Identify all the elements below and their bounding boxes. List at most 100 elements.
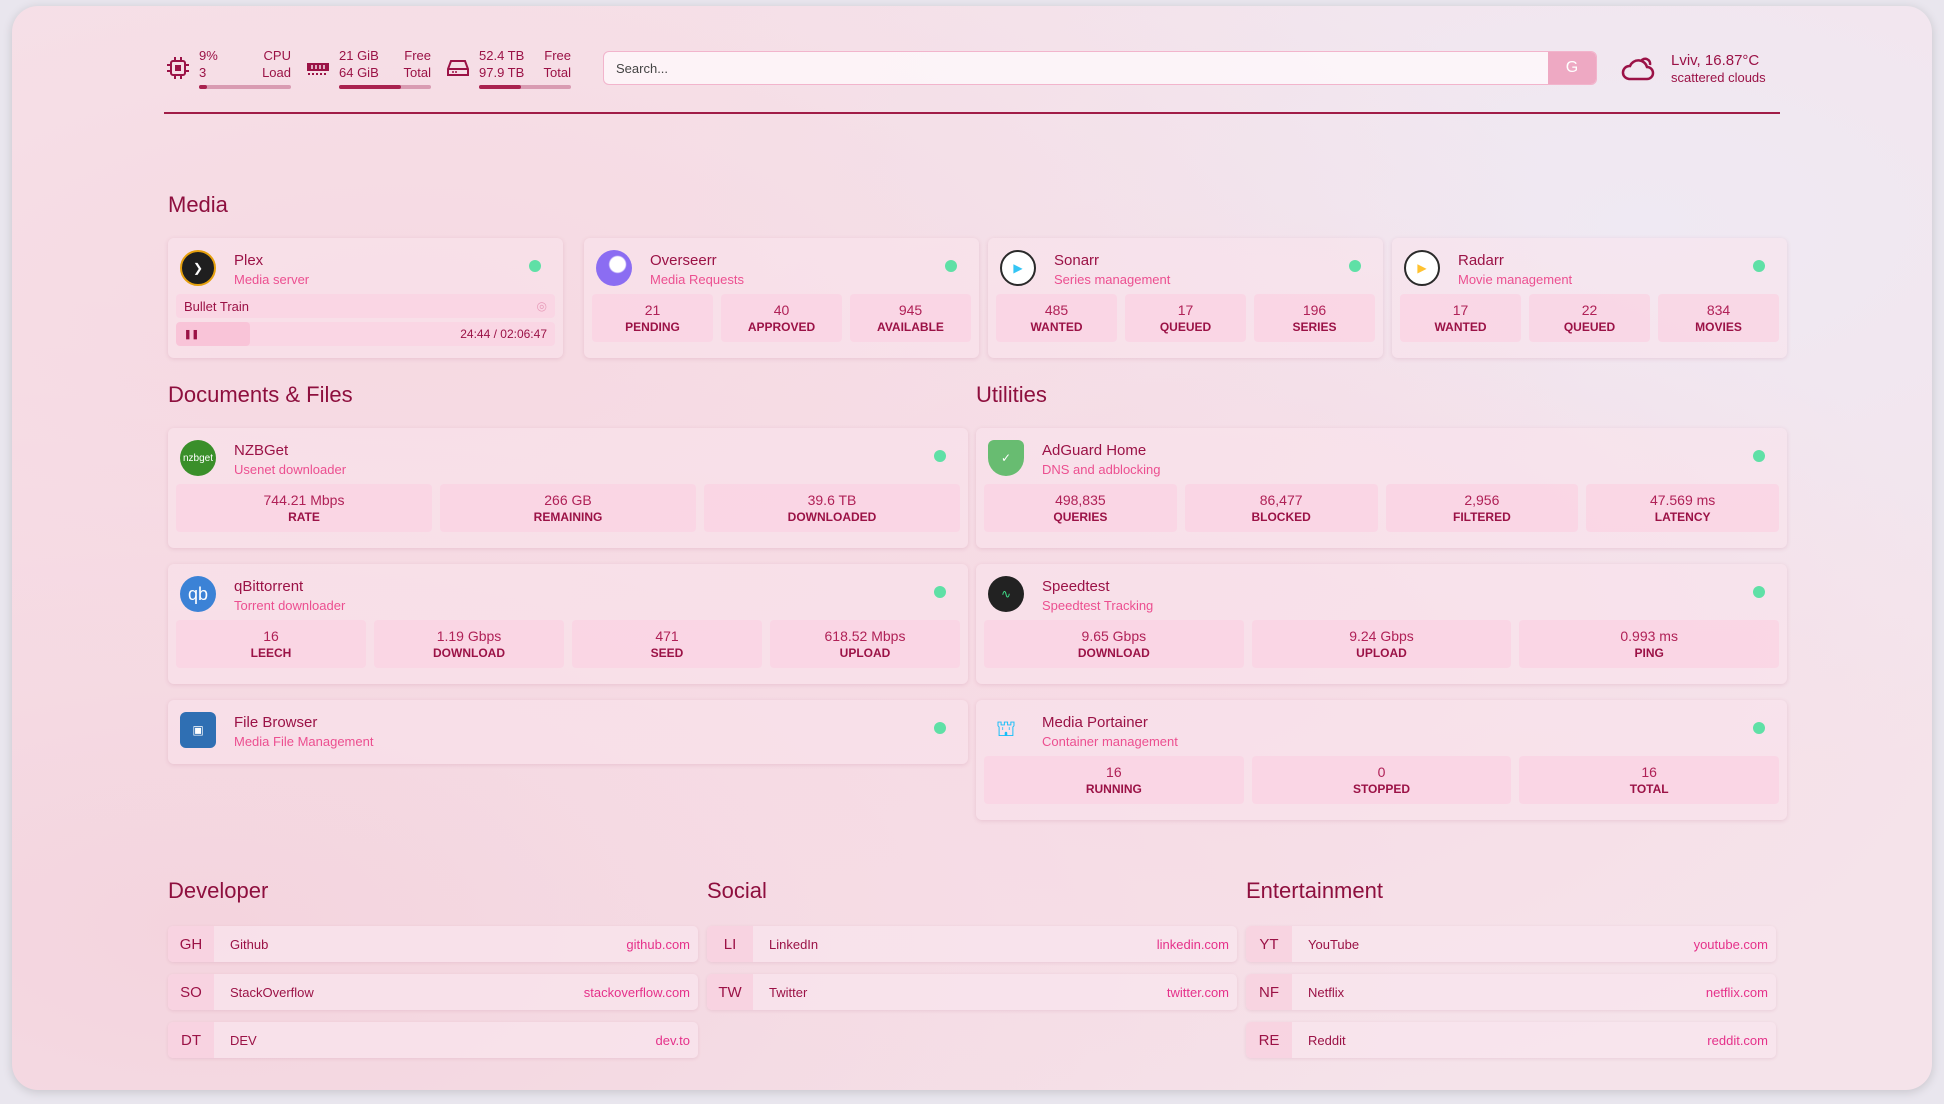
service-name[interactable]: Media Portainer (1042, 714, 1148, 731)
service-card-plex[interactable]: ❯ Plex Media server Bullet Train ◎ ❚❚ 24:44 / … (168, 238, 563, 358)
card-header: ❯ Plex Media server (168, 238, 563, 294)
service-name[interactable]: File Browser (234, 714, 318, 731)
service-name[interactable]: qBittorrent (234, 578, 304, 595)
bookmark-youtube[interactable]: YT YouTube youtube.com (1246, 926, 1776, 962)
section-title-social: Social (707, 878, 767, 903)
bookmark-abbr: LI (707, 926, 753, 962)
bookmark-reddit[interactable]: RE Reddit reddit.com (1246, 1022, 1776, 1058)
bookmark-twitter[interactable]: TW Twitter twitter.com (707, 974, 1237, 1010)
bookmark-url[interactable]: stackoverflow.com (583, 984, 690, 1000)
plex-icon: ❯ (180, 250, 216, 286)
service-card-sonarr[interactable]: ▶ Sonarr Series management 485 WANTED 17 QUEUE… (988, 238, 1383, 358)
bookmark-name: Netflix (1308, 984, 1345, 1000)
stat-label: FILTERED (1452, 510, 1511, 524)
stat-stopped: 0 STOPPED (1251, 756, 1512, 804)
service-card-qbittorrent[interactable]: qb qBittorrent Torrent downloader 16 LEECH 1.… (168, 564, 968, 684)
card-header: ▶ Radarr Movie management (1392, 238, 1787, 294)
bookmark-abbr: NF (1246, 974, 1292, 1010)
bookmark-name: DEV (230, 1032, 257, 1048)
cpu-widget: 9% CPU 3 Load (167, 47, 291, 89)
stat-wanted: 485 WANTED (996, 294, 1117, 342)
stat-movies: 834 MOVIES (1658, 294, 1779, 342)
stat-series: 196 SERIES (1254, 294, 1375, 342)
stat-value: 2,956 (1464, 492, 1500, 508)
bookmark-url[interactable]: linkedin.com (1156, 936, 1229, 952)
service-name[interactable]: Plex (234, 252, 264, 269)
service-card-file-browser[interactable]: ▣ File Browser Media File Management (168, 700, 968, 764)
service-name[interactable]: Overseerr (650, 252, 717, 269)
bookmark-dev[interactable]: DT DEV dev.to (168, 1022, 698, 1058)
service-name[interactable]: AdGuard Home (1042, 442, 1147, 459)
bookmark-linkedin[interactable]: LI LinkedIn linkedin.com (707, 926, 1237, 962)
cpu-bar (199, 85, 291, 89)
service-name[interactable]: Speedtest (1042, 578, 1110, 595)
stat-label: DOWNLOAD (433, 646, 505, 660)
stat-label: LEECH (250, 646, 292, 660)
bookmark-name: Twitter (769, 984, 808, 1000)
bookmark-abbr: RE (1246, 1022, 1292, 1058)
stat-label: RUNNING (1085, 782, 1142, 796)
service-name[interactable]: NZBGet (234, 442, 289, 459)
bookmark-url[interactable]: youtube.com (1693, 936, 1768, 952)
header-divider (164, 112, 1780, 114)
stat-label: REMAINING (533, 510, 603, 524)
stat-value: 21 (644, 302, 661, 318)
media-info-icon[interactable]: ◎ (536, 299, 547, 313)
bookmark-url[interactable]: dev.to (655, 1032, 690, 1048)
memory-label2: Total (403, 65, 431, 80)
disk-widget: 52.4 TB Free 97.9 TB Total (447, 47, 571, 89)
bookmark-netflix[interactable]: NF Netflix netflix.com (1246, 974, 1776, 1010)
service-card-nzbget[interactable]: nzbget NZBGet Usenet downloader 744.21 Mbps… (168, 428, 968, 548)
stat-queued: 17 QUEUED (1125, 294, 1246, 342)
bookmark-abbr: DT (168, 1022, 214, 1058)
service-card-radarr[interactable]: ▶ Radarr Movie management 17 WANTED 22 QUEUED 8… (1392, 238, 1787, 358)
service-name[interactable]: Radarr (1458, 252, 1504, 269)
stat-label: DOWNLOAD (1077, 646, 1150, 660)
search-input[interactable] (604, 52, 1548, 84)
stat-label: AVAILABLE (877, 320, 944, 334)
service-card-overseerr[interactable]: Overseerr Media Requests 21 PENDING 40 APPROV… (584, 238, 979, 358)
bookmark-url[interactable]: github.com (626, 936, 690, 952)
bookmark-stackoverflow[interactable]: SO StackOverflow stackoverflow.com (168, 974, 698, 1010)
pause-button[interactable]: ❚❚ (184, 328, 200, 339)
service-description: Media File Management (234, 734, 374, 749)
service-card-speedtest[interactable]: ∿ Speedtest Speedtest Tracking 9.65 Gbps DOW… (976, 564, 1787, 684)
weather-widget: Lviv, 16.87°C scattered clouds (1621, 51, 1766, 85)
stat-label: LATENCY (1654, 510, 1711, 524)
stat-label: MOVIES (1695, 320, 1742, 334)
stat-remaining: 266 GB REMAINING (440, 484, 696, 532)
bookmark-github[interactable]: GH Github github.com (168, 926, 698, 962)
portainer-icon: ⛫ (995, 715, 1017, 741)
disk-label: Free (544, 48, 571, 63)
status-indicator (1753, 260, 1765, 272)
disk-icon (447, 60, 469, 76)
qbittorrent-icon: qb (180, 576, 216, 612)
cpu-value: 9% (199, 48, 218, 63)
bookmark-url[interactable]: twitter.com (1166, 984, 1229, 1000)
status-indicator (1753, 586, 1765, 598)
now-playing: Bullet Train ◎ ❚❚ 24:44 / 02:06:47 (176, 294, 555, 346)
memory-label: Free (404, 48, 431, 63)
memory-bar (339, 85, 431, 89)
stat-rate: 744.21 Mbps RATE (176, 484, 432, 532)
status-indicator (934, 586, 946, 598)
stat-value: 17 (1177, 302, 1194, 318)
stat-label: PING (1634, 646, 1664, 660)
disk-label2: Total (543, 65, 571, 80)
bookmark-name: Github (230, 936, 269, 952)
card-header: Overseerr Media Requests (584, 238, 979, 294)
bookmark-url[interactable]: netflix.com (1705, 984, 1768, 1000)
google-search-button[interactable]: G (1548, 52, 1596, 84)
stat-label: PENDING (625, 320, 680, 334)
stat-label: UPLOAD (839, 646, 891, 660)
cpu-label2: Load (262, 65, 291, 80)
card-header: ⛫ Media Portainer Container management (976, 700, 1787, 756)
service-card-adguard-home[interactable]: ✓ AdGuard Home DNS and adblocking 498,835 QU… (976, 428, 1787, 548)
stat-value: 744.21 Mbps (263, 492, 345, 508)
status-indicator (1349, 260, 1361, 272)
stat-blocked: 86,477 BLOCKED (1184, 484, 1378, 532)
service-card-media-portainer[interactable]: ⛫ Media Portainer Container management 16 RU… (976, 700, 1787, 820)
bookmark-url[interactable]: reddit.com (1707, 1032, 1768, 1048)
section-title-utilities: Utilities (976, 382, 1047, 407)
service-name[interactable]: Sonarr (1054, 252, 1100, 269)
